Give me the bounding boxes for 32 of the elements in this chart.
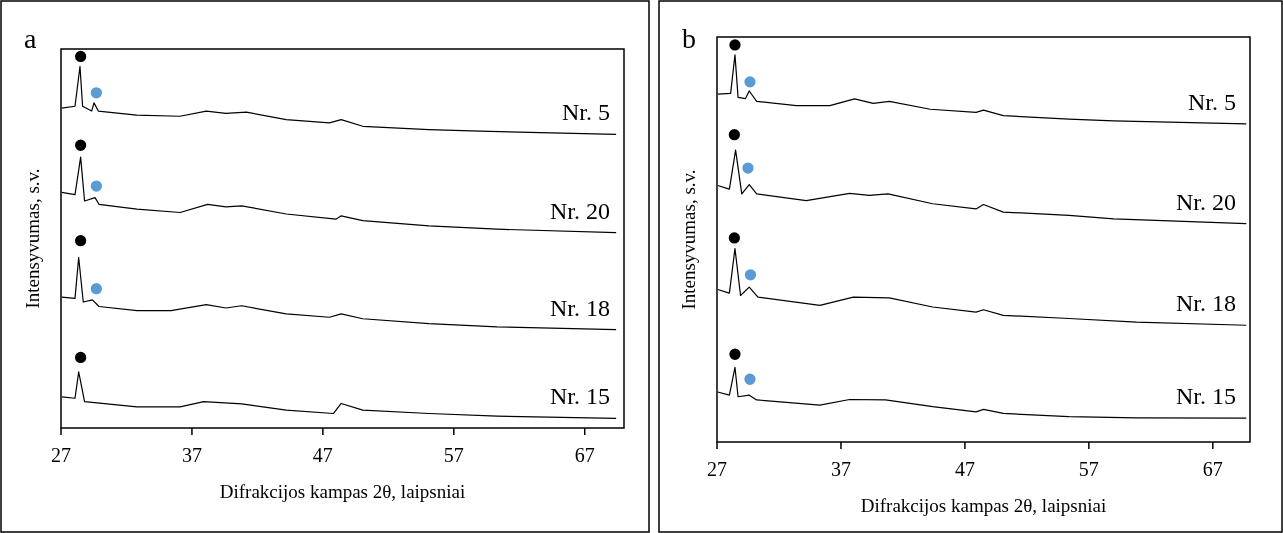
point [729,39,741,51]
series-label: Nr. 18 [550,294,610,321]
point [729,348,741,360]
point [744,76,756,88]
series-label: Nr. 20 [1176,188,1236,215]
point [744,373,756,385]
series-label: Nr. 5 [562,99,610,126]
chart-title: a [24,23,37,54]
x-tick-label: 37 [181,444,202,466]
y-axis-title: Intensyvumas, s.v. [678,169,699,310]
x-tick-label: 27 [707,458,727,480]
point [742,162,754,174]
x-tick-label: 67 [574,444,595,466]
x-tick-label: 47 [954,458,975,480]
series-label: Nr. 20 [550,197,610,224]
x-tick-label: 67 [1202,458,1223,480]
x-axis-title: Difrakcijos kampas 2θ, laipsniai [219,481,466,502]
y-axis-title: Intensyvumas, s.v. [22,168,43,309]
x-tick-label: 47 [312,444,333,466]
chart-title: b [682,23,696,54]
x-tick-label: 37 [830,458,851,480]
point [744,269,757,281]
x-tick-label: 57 [1078,458,1099,480]
x-tick-label: 57 [443,444,464,466]
x-tick-label: 27 [51,444,71,466]
point [728,232,740,244]
series-label: Nr. 15 [1176,383,1236,410]
series-label: Nr. 5 [1188,88,1236,115]
series-label: Nr. 18 [1176,290,1236,317]
point [728,129,740,141]
x-axis-title: Difrakcijos kampas 2θ, laipsniai [860,495,1107,516]
series-label: Nr. 15 [550,383,610,410]
